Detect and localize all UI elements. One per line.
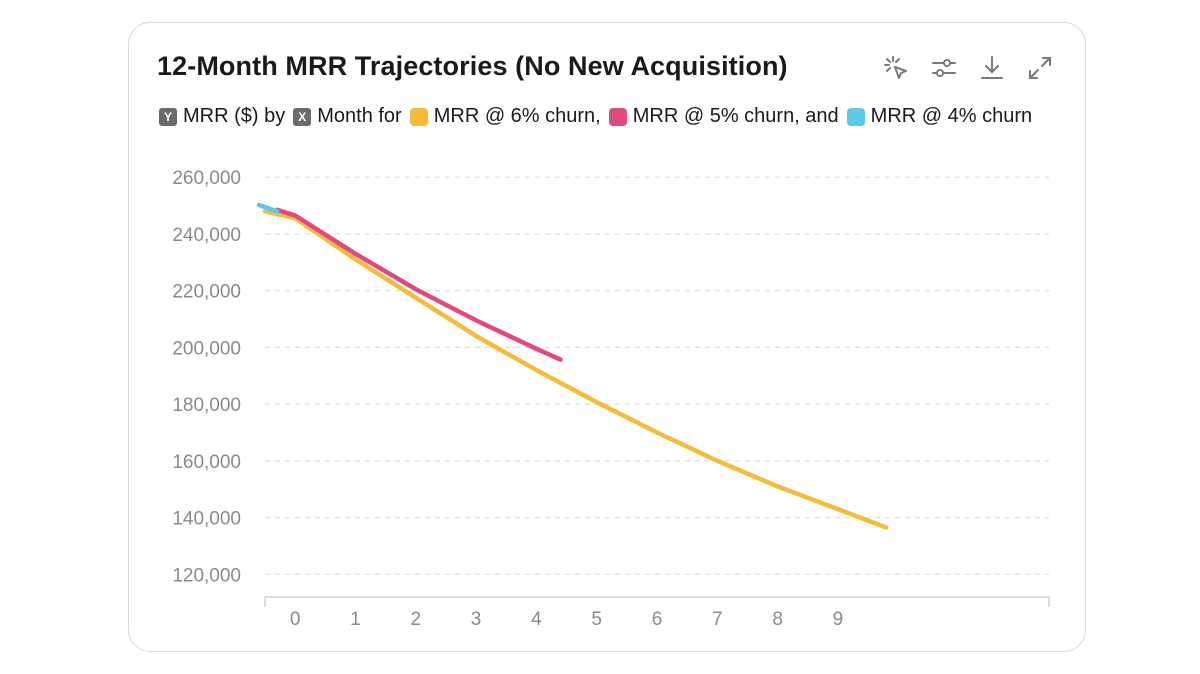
- sliders-icon[interactable]: [927, 51, 961, 85]
- legend-swatch-5pct: [608, 107, 627, 126]
- x-tick-label: 9: [833, 609, 844, 630]
- series-line-1: [274, 207, 563, 362]
- x-tick-label: 2: [410, 609, 421, 630]
- y-axis-legend-text: MRR ($) by: [183, 105, 286, 127]
- legend-item-5pct[interactable]: MRR @ 5% churn, and: [608, 105, 847, 128]
- y-tick-label: 260,000: [172, 168, 241, 189]
- y-tick-label: 140,000: [172, 509, 241, 530]
- legend-swatch-6pct: [409, 107, 428, 126]
- x-tick-label: 3: [471, 609, 482, 630]
- chart-title: 12-Month MRR Trajectories (No New Acquis…: [157, 51, 788, 81]
- x-tick-label: 0: [290, 609, 301, 630]
- x-tick-label: 1: [350, 609, 361, 630]
- x-axis-badge: X: [293, 107, 312, 126]
- legend-swatch-4pct: [846, 107, 865, 126]
- series-line-2: [256, 202, 280, 214]
- chart-toolbar: [879, 51, 1057, 85]
- legend-label-5pct: MRR @ 5% churn, and: [632, 105, 839, 127]
- y-tick-label: 120,000: [172, 565, 241, 586]
- series-line-0: [262, 208, 889, 530]
- y-tick-label: 180,000: [172, 395, 241, 416]
- sparkle-cursor-icon[interactable]: [879, 51, 913, 85]
- x-tick-label: 6: [652, 609, 663, 630]
- legend-label-4pct: MRR @ 4% churn: [870, 105, 1033, 127]
- x-tick-label: 5: [591, 609, 602, 630]
- expand-icon[interactable]: [1023, 51, 1057, 85]
- line-chart: 260,000 240,000 220,000 200,000 180,000 160,0…: [172, 168, 1050, 630]
- chart-legend: Y MRR ($) by X Month for MRR @ 6% churn,…: [159, 105, 1040, 128]
- y-axis-badge: Y: [159, 107, 177, 126]
- legend-item-4pct[interactable]: MRR @ 4% churn: [846, 105, 1040, 128]
- x-tick-label: 8: [772, 609, 783, 630]
- x-tick-label: 7: [712, 609, 723, 630]
- y-tick-label: 200,000: [172, 338, 241, 359]
- download-icon[interactable]: [975, 51, 1009, 85]
- y-tick-label: 240,000: [172, 225, 241, 246]
- legend-label-6pct: MRR @ 6% churn,: [433, 105, 601, 127]
- y-tick-label: 160,000: [172, 452, 241, 473]
- chart-card: 12-Month MRR Trajectories (No New Acquis…: [128, 22, 1086, 652]
- x-axis-legend-text: Month for: [317, 105, 402, 127]
- legend-item-6pct[interactable]: MRR @ 6% churn,: [409, 105, 609, 128]
- y-tick-label: 220,000: [172, 282, 241, 303]
- x-tick-label: 4: [531, 609, 542, 630]
